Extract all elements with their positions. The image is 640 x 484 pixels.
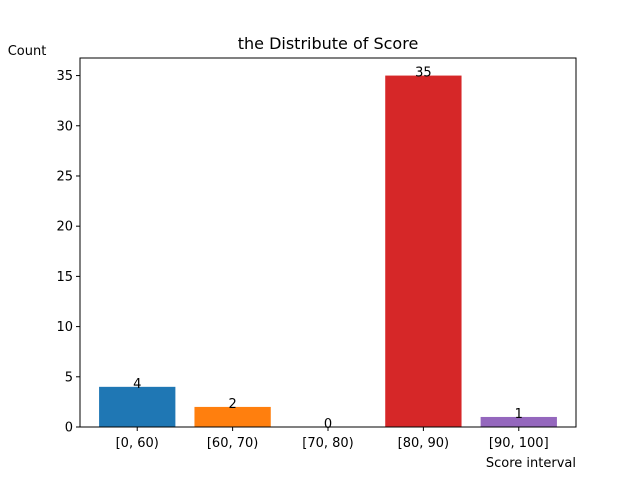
bar-value-label: 4 — [133, 377, 141, 392]
y-tick-label: 0 — [65, 421, 73, 436]
bar-value-label: 0 — [324, 417, 332, 432]
x-axis-ticks: [0, 60) [60, 70) [70, 80) [80, 90) [90, 100] — [116, 427, 549, 451]
y-tick-label: 30 — [56, 119, 73, 134]
plot-frame — [79, 57, 577, 428]
x-tick-label: [90, 100] — [489, 436, 549, 451]
y-axis-label: Count — [8, 44, 47, 59]
x-tick-label: [80, 90) — [398, 436, 450, 451]
y-tick-label: 15 — [56, 270, 73, 285]
bar — [99, 386, 176, 427]
y-tick-label: 20 — [56, 220, 73, 235]
y-tick-label: 5 — [65, 370, 73, 385]
x-axis-label: Score interval — [486, 456, 576, 471]
bar-value-label: 1 — [515, 407, 523, 422]
x-tick-label: [0, 60) — [116, 436, 159, 451]
bar — [385, 75, 462, 428]
bar-value-label: 35 — [415, 66, 432, 81]
x-tick-label: [60, 70) — [207, 436, 259, 451]
chart-title: the Distribute of Score — [238, 34, 419, 53]
bar-labels-group: 4 2 0 35 1 — [133, 66, 523, 432]
y-tick-label: 10 — [56, 320, 73, 335]
x-tick-label: [70, 80) — [302, 436, 354, 451]
bars-group — [99, 75, 557, 428]
bar-value-label: 2 — [228, 397, 236, 412]
bar — [480, 416, 557, 427]
bar — [194, 406, 271, 427]
y-tick-label: 35 — [56, 69, 73, 84]
y-tick-label: 25 — [56, 169, 73, 184]
y-axis-ticks: 0 5 10 15 20 25 30 35 — [56, 69, 80, 436]
